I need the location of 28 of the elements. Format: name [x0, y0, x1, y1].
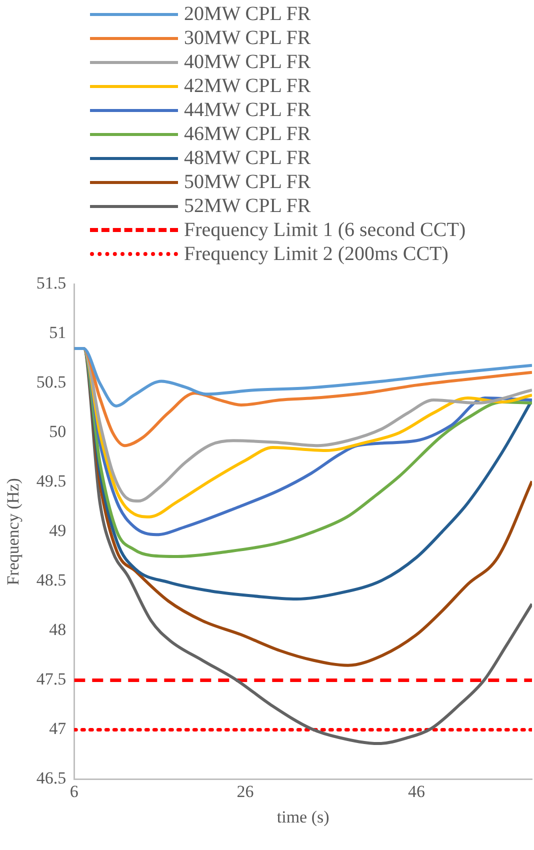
y-tick-label: 49	[49, 521, 66, 540]
y-tick-label: 46.5	[36, 768, 66, 788]
y-tick-label: 47	[49, 719, 67, 738]
x-tick-label: 46	[408, 782, 425, 801]
x-tick-label: 6	[70, 782, 78, 801]
legend-label: 40MW CPL FR	[184, 50, 311, 74]
y-tick-label: 51.5	[36, 274, 66, 293]
legend-label: 44MW CPL FR	[184, 98, 311, 122]
y-tick-label: 48.5	[36, 570, 66, 590]
x-axis-title: time (s)	[276, 807, 330, 826]
y-tick-label: 48	[49, 620, 66, 640]
legend-label: 42MW CPL FR	[184, 74, 311, 98]
line-series	[74, 347, 532, 408]
y-tick-label: 51	[49, 323, 66, 342]
legend-label: Frequency Limit 1 (6 second CCT)	[184, 218, 466, 242]
y-tick-label: 49.5	[36, 472, 66, 491]
legend-label: 46MW CPL FR	[184, 122, 311, 146]
y-tick-label: 50.5	[36, 372, 66, 392]
legend-label: 48MW CPL FR	[184, 146, 311, 170]
y-axis-title: Frequency (Hz)	[4, 478, 23, 586]
y-tick-label: 47.5	[36, 670, 66, 689]
legend-label: 52MW CPL FR	[184, 194, 311, 218]
legend-label: Frequency Limit 2 (200ms CCT)	[184, 242, 448, 266]
legend-label: 50MW CPL FR	[184, 170, 311, 194]
legend-label: 20MW CPL FR	[184, 2, 311, 26]
y-tick-label: 50	[49, 422, 66, 442]
legend-label: 30MW CPL FR	[184, 26, 311, 50]
x-tick-label: 26	[236, 782, 254, 801]
